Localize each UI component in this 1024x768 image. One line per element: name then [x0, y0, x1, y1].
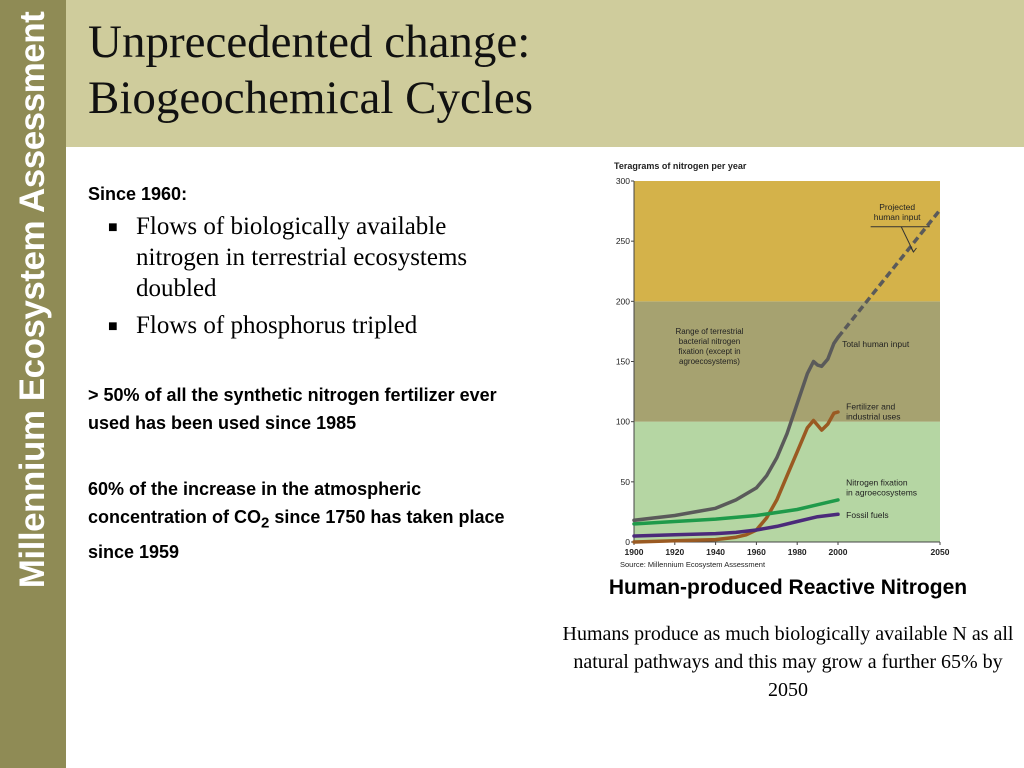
band-label: bacterial nitrogen	[679, 337, 740, 346]
series-label: Fertilizer and	[846, 402, 895, 412]
band-label: agroecosystems)	[679, 357, 740, 366]
chart-source: Source: Millennium Ecosystem Assessment	[620, 560, 766, 569]
x-tick-label: 1960	[747, 547, 766, 557]
projection-label: Projected	[879, 202, 915, 212]
square-bullet-icon: ■	[108, 219, 118, 236]
x-tick-label: 1940	[706, 547, 725, 557]
chart-description: Humans produce as much biologically avai…	[562, 623, 1014, 701]
series-label: Fossil fuels	[846, 510, 889, 520]
band-label: fixation (except in	[678, 347, 740, 356]
x-tick-label: 2000	[829, 547, 848, 557]
title-line-2: Biogeochemical Cycles	[88, 72, 534, 124]
band-label: Range of terrestrial	[675, 327, 743, 336]
sidebar: Millennium Ecosystem Assessment	[0, 0, 66, 768]
y-tick-label: 100	[616, 417, 630, 427]
y-tick-label: 200	[616, 296, 630, 306]
series-label: in agroecosystems	[846, 487, 917, 497]
bullet-list: ■ Flows of biologically available nitrog…	[88, 211, 528, 341]
projection-label: human input	[874, 212, 921, 222]
bullet-item: ■ Flows of biologically available nitrog…	[88, 211, 528, 304]
header: Unprecedented change: Biogeochemical Cyc…	[66, 0, 1024, 147]
y-tick-label: 300	[616, 176, 630, 186]
stat-co2-subscript: 2	[261, 514, 270, 532]
bullet-item: ■ Flows of phosphorus tripled	[88, 310, 528, 341]
sidebar-brand-text: Millennium Ecosystem Assessment	[13, 11, 52, 589]
bullet-text: Flows of phosphorus tripled	[136, 312, 418, 339]
y-tick-label: 250	[616, 236, 630, 246]
stat-co2: 60% of the increase in the atmospheric c…	[88, 475, 528, 566]
stat-fertilizer: > 50% of all the synthetic nitrogen fert…	[88, 385, 497, 433]
series-line	[632, 498, 840, 526]
x-tick-label: 1900	[625, 547, 644, 557]
y-tick-label: 0	[625, 537, 630, 547]
stat-co2-prefix: 60% of the increase in the atmospheric c…	[88, 479, 422, 527]
stat-co2-suffix: since 1750 has taken place since 1959	[88, 507, 505, 562]
series-label: Nitrogen fixation	[846, 477, 908, 487]
y-tick-label: 150	[616, 357, 630, 367]
square-bullet-icon: ■	[108, 318, 118, 335]
left-content: Since 1960: ■ Flows of biologically avai…	[88, 184, 528, 566]
projection-line	[836, 208, 942, 339]
x-tick-label: 1920	[665, 547, 684, 557]
since-label: Since 1960:	[88, 184, 188, 204]
projection-arrowhead	[910, 246, 917, 253]
y-axis-label: Teragrams of nitrogen per year	[614, 161, 747, 171]
chart-band	[634, 181, 940, 302]
nitrogen-chart: 0 50 100 150 200 250 300 1900 1920 1940 1960 1980 20…	[614, 161, 950, 569]
series-line	[632, 512, 840, 538]
series-line	[632, 335, 840, 523]
y-tick-label: 50	[621, 477, 631, 487]
page-title: Unprecedented change: Biogeochemical Cyc…	[88, 14, 533, 126]
bullet-text: Flows of biologically available nitrogen…	[136, 213, 468, 302]
series-label: Total human input	[842, 339, 910, 349]
series-line	[632, 410, 840, 544]
chart-band	[634, 301, 940, 422]
chart-caption: Human-produced Reactive Nitrogen	[608, 576, 968, 599]
x-tick-label: 1980	[788, 547, 807, 557]
title-line-1: Unprecedented change:	[88, 16, 531, 68]
series-label: industrial uses	[846, 412, 900, 422]
x-tick-label: 2050	[931, 547, 950, 557]
